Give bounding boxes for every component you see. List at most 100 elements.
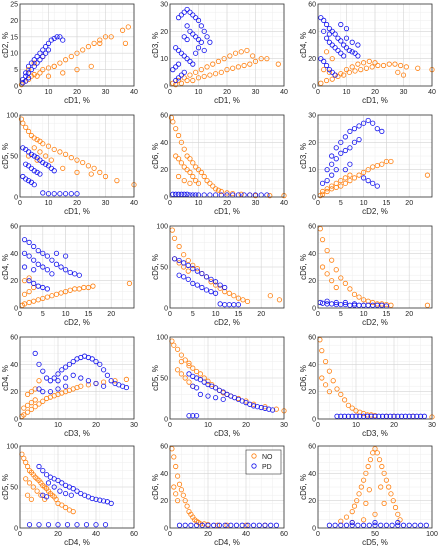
y-tick-label: 0 <box>14 417 18 424</box>
data-point <box>232 50 239 56</box>
data-point <box>338 178 344 184</box>
x-tick-label: 20 <box>204 531 212 538</box>
data-point <box>34 157 40 163</box>
data-point <box>379 463 385 470</box>
data-point <box>97 40 103 46</box>
scatter-panel-6: 0 5 10 15 20 0 10 20 30 cD2, % cD3, % <box>299 113 433 216</box>
y-tick-label: 0 <box>14 526 18 533</box>
data-point <box>333 167 339 173</box>
data-point <box>322 358 329 365</box>
data-point <box>349 508 355 515</box>
x-tick-label: 40 <box>130 200 138 207</box>
data-point <box>43 494 50 500</box>
data-point <box>194 413 200 419</box>
y-tick-label: 20 <box>160 29 168 36</box>
data-point <box>74 169 80 175</box>
data-point <box>187 9 193 15</box>
data-point <box>97 361 103 367</box>
series-no <box>19 275 133 308</box>
data-point <box>45 65 52 71</box>
x-tick-label: 30 <box>280 422 288 429</box>
y-axis-label: cD5, % <box>1 474 10 500</box>
data-point <box>224 190 230 196</box>
data-point <box>181 69 187 75</box>
data-point <box>108 378 114 384</box>
data-point <box>173 64 179 70</box>
data-point <box>70 486 76 492</box>
data-point <box>126 280 133 286</box>
axes-frame <box>19 114 135 198</box>
series-pd <box>317 298 389 309</box>
data-point <box>326 25 332 32</box>
data-point <box>324 186 330 192</box>
data-point <box>276 297 283 303</box>
data-point <box>70 358 76 365</box>
data-point <box>43 375 50 381</box>
data-point <box>170 191 176 197</box>
data-point <box>31 267 37 273</box>
data-point <box>351 301 358 307</box>
data-point <box>49 293 55 299</box>
data-point <box>74 50 80 56</box>
data-point <box>372 519 378 526</box>
data-point <box>173 77 179 84</box>
data-point <box>36 401 42 407</box>
data-point <box>24 463 31 470</box>
data-point <box>406 413 412 419</box>
data-point <box>372 522 378 528</box>
data-point <box>363 500 369 506</box>
data-point <box>273 406 279 412</box>
y-axis-label: cD4, % <box>1 365 10 391</box>
x-tick-label: 20 <box>371 89 379 96</box>
y-tick-label: 50 <box>160 376 168 383</box>
data-point <box>51 63 57 69</box>
data-point <box>238 191 244 197</box>
axes-frame <box>19 225 135 309</box>
data-point <box>32 404 38 410</box>
data-point <box>31 63 37 69</box>
data-point <box>329 278 335 284</box>
data-point <box>395 69 401 75</box>
y-axis-label: cD3, % <box>299 143 308 169</box>
data-point <box>45 143 52 149</box>
y-axis-label: cD6, % <box>151 143 160 169</box>
data-point <box>343 45 350 51</box>
data-point <box>123 376 130 382</box>
data-point <box>40 141 46 147</box>
data-point <box>48 157 54 163</box>
data-point <box>247 61 253 67</box>
data-point <box>380 62 387 69</box>
data-point <box>222 522 228 528</box>
data-point <box>250 53 256 59</box>
data-point <box>357 413 363 419</box>
data-point <box>193 178 199 184</box>
data-point <box>55 378 61 384</box>
data-point <box>26 239 32 245</box>
y-tick-label: 0 <box>14 306 18 313</box>
data-point <box>21 455 27 461</box>
x-tick-label: 30 <box>102 89 110 96</box>
data-point <box>62 191 69 197</box>
data-point <box>213 71 219 77</box>
data-point <box>187 180 193 186</box>
data-point <box>370 299 376 306</box>
data-point <box>204 64 210 70</box>
scatter-panel-5: 0 10 20 30 40 0 20 40 60 cD1, % cD6, % <box>151 113 288 217</box>
data-point <box>175 61 182 67</box>
data-point <box>190 12 196 18</box>
data-point <box>102 173 109 180</box>
legend-label-no: NO <box>262 454 273 461</box>
data-point <box>34 137 40 143</box>
series-no <box>18 24 131 88</box>
data-point <box>78 383 84 389</box>
data-point <box>318 56 324 62</box>
data-point <box>53 291 60 297</box>
data-point <box>187 58 193 65</box>
data-point <box>70 508 76 515</box>
data-point <box>391 413 397 419</box>
y-tick-label: 10 <box>160 56 168 63</box>
data-point <box>329 56 335 62</box>
data-point <box>53 496 59 502</box>
y-tick-label: 20 <box>308 498 316 505</box>
data-point <box>35 261 41 267</box>
